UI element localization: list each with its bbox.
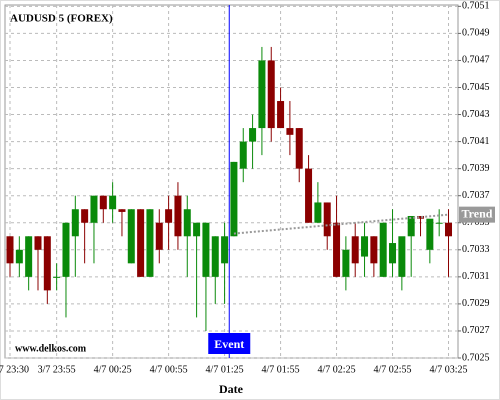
candle-body bbox=[165, 209, 173, 223]
candle-body bbox=[239, 141, 247, 169]
y-tick-label: 0.7025 bbox=[462, 352, 490, 363]
candle-body bbox=[295, 128, 303, 169]
candle-body bbox=[379, 222, 387, 277]
candle-body bbox=[342, 249, 350, 277]
x-tick-label: 3/7 23:55 bbox=[38, 364, 76, 375]
x-tick-label: 4/7 02:55 bbox=[373, 364, 411, 375]
candle-body bbox=[71, 209, 79, 237]
x-axis-label: Date bbox=[219, 382, 244, 396]
grid bbox=[5, 5, 458, 359]
candle-body bbox=[277, 101, 285, 129]
candle-body bbox=[211, 236, 219, 277]
y-tick-label: 0.7031 bbox=[462, 271, 490, 282]
y-tick-label: 0.7049 bbox=[462, 28, 490, 39]
candle-body bbox=[361, 236, 369, 257]
y-tick-label: 0.7043 bbox=[462, 109, 490, 120]
candle-body bbox=[389, 243, 397, 264]
candle-body bbox=[426, 218, 434, 250]
candle-body bbox=[249, 128, 257, 142]
candle-body bbox=[286, 128, 294, 135]
y-tick-label: 0.7045 bbox=[462, 82, 490, 93]
candle-body bbox=[174, 195, 182, 237]
candle-body bbox=[258, 60, 266, 129]
candle-body bbox=[351, 236, 359, 264]
candle-body bbox=[15, 249, 23, 264]
event-label-box bbox=[208, 333, 251, 354]
y-tick-label: 0.7041 bbox=[462, 136, 490, 147]
candle-body bbox=[81, 209, 89, 223]
candle-body bbox=[267, 60, 275, 129]
x-tick-label: 4/7 01:55 bbox=[262, 364, 300, 375]
y-tick-label: 0.7037 bbox=[462, 190, 490, 201]
x-tick-label: 4/7 02:25 bbox=[318, 364, 356, 375]
candle-body bbox=[193, 222, 201, 237]
y-tick-label: 0.7027 bbox=[462, 325, 490, 336]
candle-body bbox=[407, 215, 415, 237]
y-tick-label: 0.7039 bbox=[462, 163, 490, 174]
candle-body bbox=[43, 236, 51, 291]
candle-body bbox=[370, 236, 378, 264]
candle-body bbox=[202, 222, 210, 277]
x-tick-label: 4/7 00:55 bbox=[150, 364, 188, 375]
candle-body bbox=[445, 222, 453, 237]
y-tick-label: 0.7029 bbox=[462, 298, 490, 309]
chart-title: AUDUSD 5 (FOREX) bbox=[10, 13, 113, 25]
candle-body bbox=[221, 236, 229, 264]
candle-body bbox=[99, 195, 107, 210]
candle-body bbox=[6, 236, 14, 264]
y-tick-label: 0.7033 bbox=[462, 244, 490, 255]
x-tick-label: 4/7 01:25 bbox=[206, 364, 244, 375]
candle-body bbox=[398, 236, 406, 277]
candle-body bbox=[118, 209, 126, 212]
trend-label-box bbox=[459, 206, 495, 223]
candle-body bbox=[435, 222, 443, 224]
candle-body bbox=[314, 202, 322, 223]
candle-body bbox=[127, 209, 135, 264]
candle-body bbox=[230, 161, 238, 237]
candle-body bbox=[155, 222, 163, 250]
watermark: www.delkos.com bbox=[15, 343, 87, 354]
x-tick-label: 4/7 00:25 bbox=[94, 364, 132, 375]
candle-body bbox=[183, 209, 191, 237]
candle-body bbox=[109, 195, 117, 210]
x-tick-label: 3/7 23:30 bbox=[0, 364, 29, 375]
marks bbox=[6, 46, 453, 331]
candle-body bbox=[305, 168, 313, 223]
candle-body bbox=[333, 222, 341, 277]
candle-body bbox=[62, 222, 70, 277]
candle-body bbox=[34, 236, 42, 250]
trend-label: Trend bbox=[462, 206, 493, 220]
y-tick-label: 0.7051 bbox=[462, 1, 490, 12]
candle-body bbox=[90, 195, 98, 223]
candle-body bbox=[53, 276, 61, 278]
candle-body bbox=[137, 209, 145, 277]
event-label: Event bbox=[214, 337, 244, 351]
y-tick-label: 0.7047 bbox=[462, 55, 490, 66]
candle-body bbox=[146, 209, 154, 277]
candle-body bbox=[25, 236, 33, 277]
x-tick-label: 4/7 03:25 bbox=[429, 364, 467, 375]
candle-body bbox=[323, 202, 331, 237]
candle-body bbox=[417, 215, 425, 219]
